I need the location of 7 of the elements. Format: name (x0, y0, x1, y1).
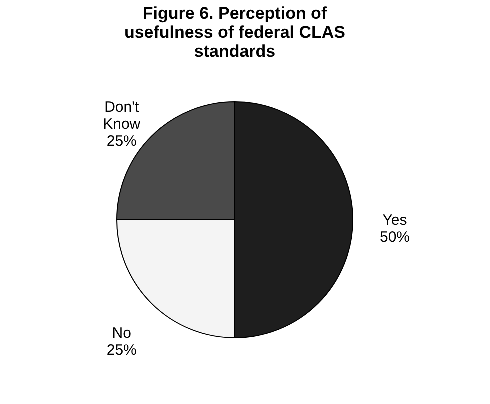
data-label: 25% (106, 132, 137, 150)
slice-label: No (112, 325, 132, 342)
slice-label: Yes (382, 212, 408, 229)
chart-title: Figure 6. Perception of usefulness of federal CLAS standards (124, 4, 346, 61)
data-label: 50% (380, 229, 410, 246)
slice-label: Don't Know (103, 98, 141, 133)
data-label: 25% (106, 342, 137, 360)
